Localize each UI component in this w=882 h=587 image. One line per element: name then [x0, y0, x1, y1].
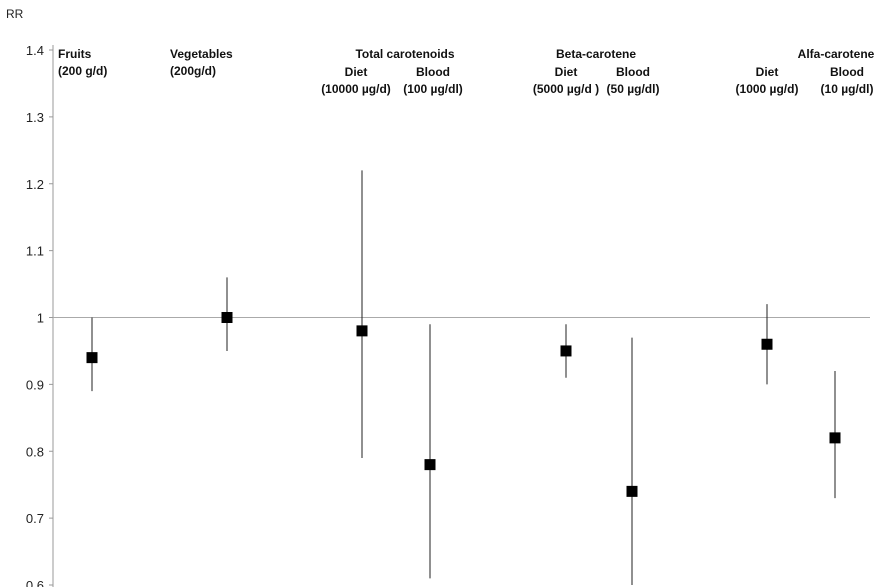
y-tick-label: 0.8	[26, 444, 44, 459]
group-label-alfa-carotene-diet: Diet	[756, 65, 779, 79]
y-tick-label: 1.2	[26, 177, 44, 192]
group-label-total-carotenoids-diet: Diet	[345, 65, 368, 79]
y-tick-label: 1	[37, 311, 44, 326]
y-tick-label: 0.7	[26, 511, 44, 526]
y-axis-title: RR	[6, 7, 24, 21]
point-marker-alfa-carotene-diet	[761, 338, 773, 350]
group-label-alfa-carotene-blood: (10 µg/dl)	[821, 82, 874, 96]
group-label-fruits: Fruits	[58, 47, 92, 61]
y-tick-label: 0.9	[26, 377, 44, 392]
y-tick-label: 1.3	[26, 110, 44, 125]
point-marker-alfa-carotene-blood	[829, 432, 841, 444]
point-marker-vegetables	[221, 312, 233, 323]
group-label-vegetables: Vegetables	[170, 47, 233, 61]
group-label-fruits: (200 g/d)	[58, 64, 107, 78]
group-label-alfa-carotene-diet: (1000 µg/d)	[736, 82, 799, 96]
group-label-total-carotenoids-blood: Blood	[416, 65, 450, 79]
point-marker-total-carotenoids-diet	[356, 325, 368, 337]
group-labels: Fruits (200 g/d) Vegetables (200g/d) Total c…	[58, 47, 875, 96]
group-label-beta-carotene-blood: Blood	[616, 65, 650, 79]
point-marker-total-carotenoids-blood	[424, 459, 436, 471]
group-label-vegetables: (200g/d)	[170, 64, 216, 78]
group-label-beta-carotene-blood: (50 µg/dl)	[607, 82, 660, 96]
group-label-alfa-carotene-blood: Blood	[830, 65, 864, 79]
group-label-beta-carotene-diet: (5000 µg/d )	[533, 82, 599, 96]
y-axis-ticks: 0.6 0.7 0.8 0.9 1 1.1 1.2 1.3 1.4	[26, 43, 53, 587]
point-marker-beta-carotene-blood	[626, 485, 638, 497]
data-marks	[86, 170, 841, 585]
point-marker-beta-carotene-diet	[560, 345, 572, 357]
point-marker-fruits	[86, 352, 98, 364]
y-tick-label: 0.6	[26, 578, 44, 587]
group-label-total-carotenoids: Total carotenoids	[355, 47, 454, 61]
group-label-total-carotenoids-diet: (10000 µg/d)	[321, 82, 391, 96]
y-tick-label: 1.1	[26, 244, 44, 259]
group-label-total-carotenoids-blood: (100 µg/dl)	[403, 82, 463, 96]
group-label-beta-carotene: Beta-carotene	[556, 47, 636, 61]
group-label-alfa-carotene: Alfa-carotene	[798, 47, 875, 61]
y-tick-label: 1.4	[26, 43, 44, 58]
group-label-beta-carotene-diet: Diet	[555, 65, 578, 79]
